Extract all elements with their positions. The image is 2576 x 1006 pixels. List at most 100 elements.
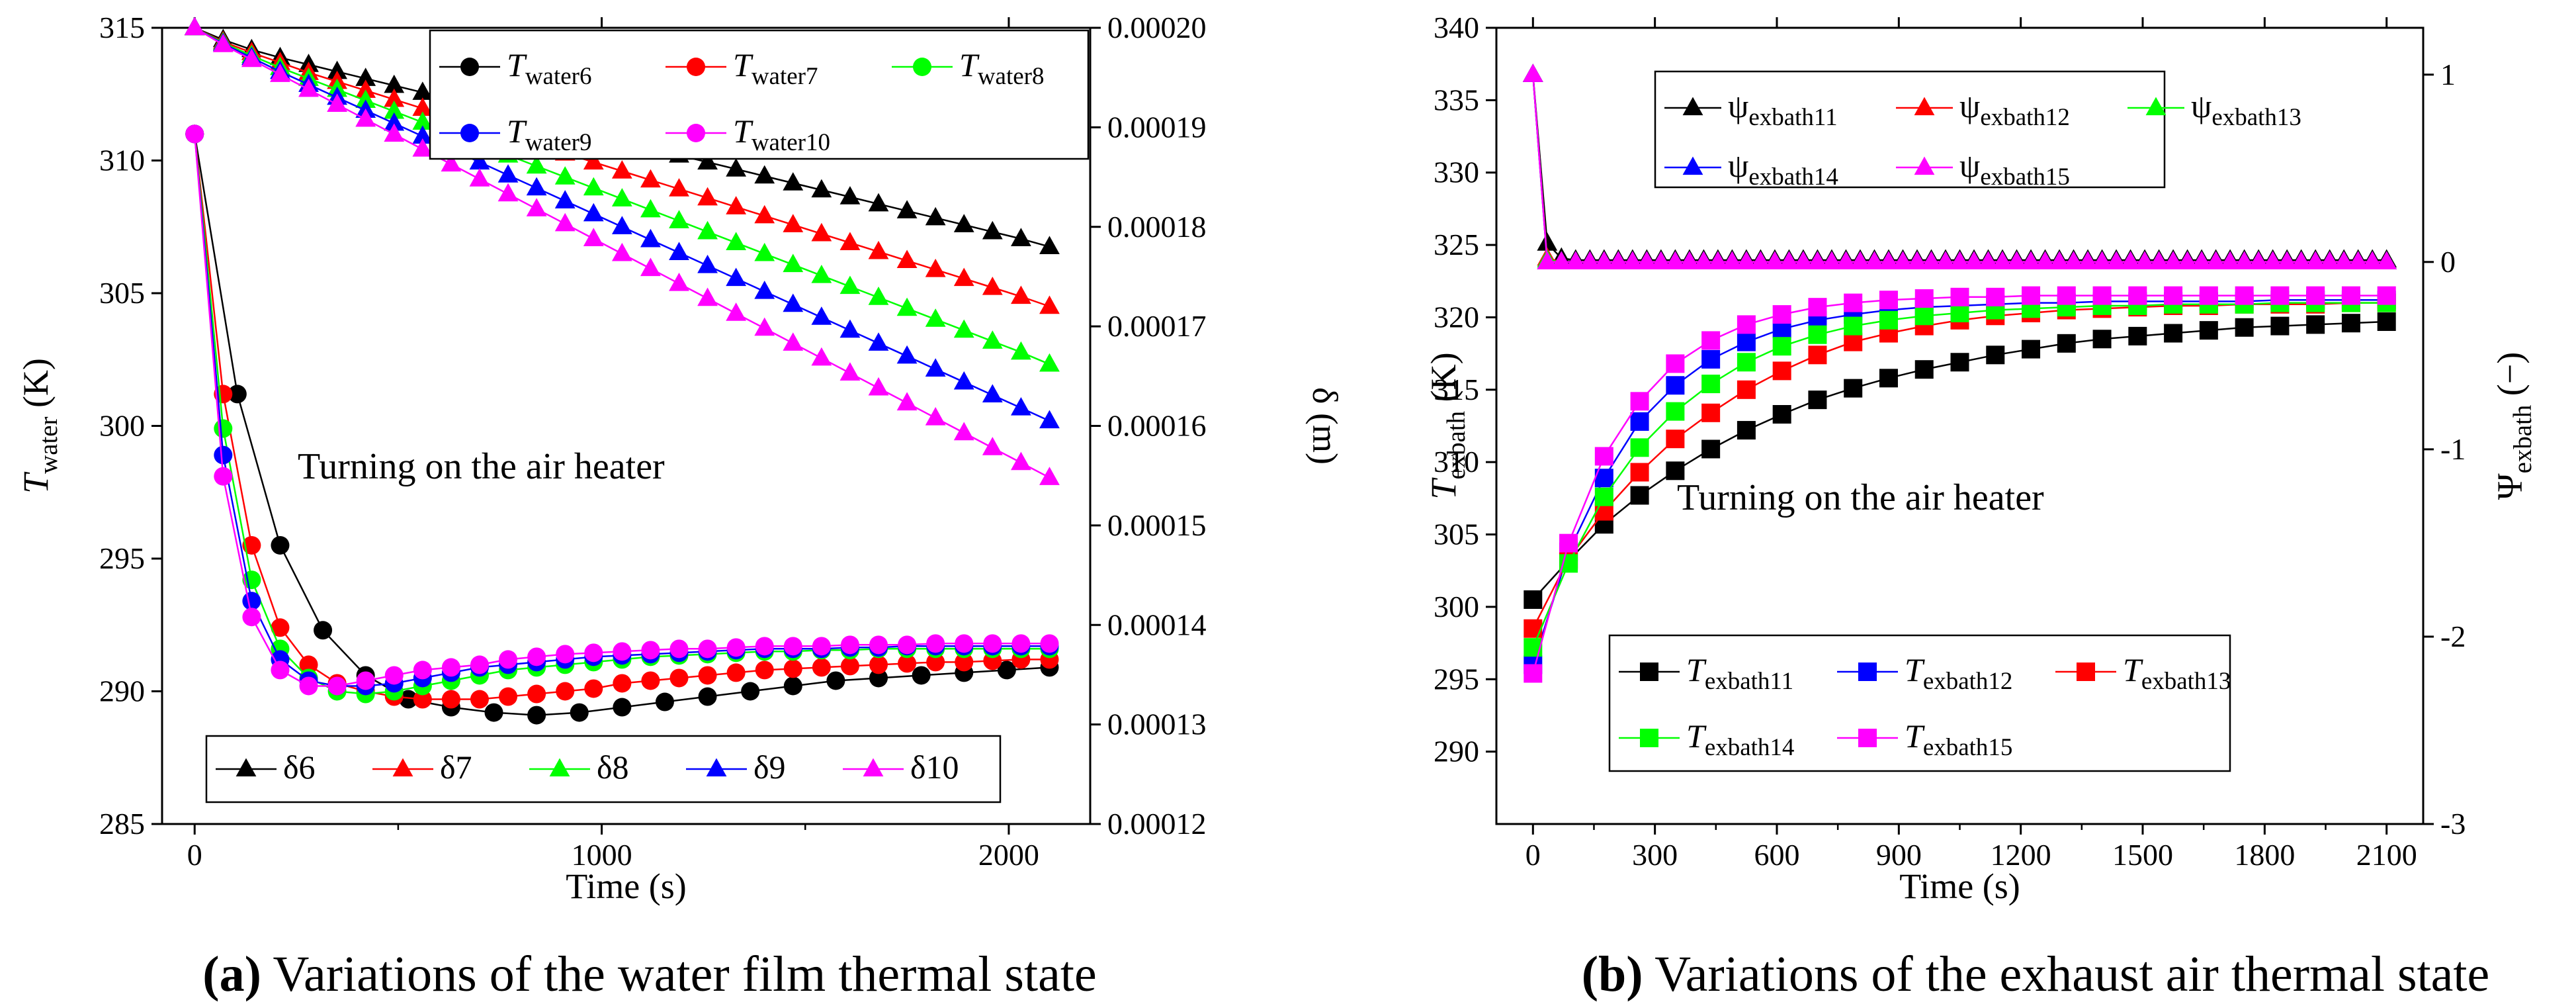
data-point-ψexbath15 (1978, 251, 1998, 269)
y-axis-label-sub: water (34, 416, 63, 473)
legend-box (1608, 634, 2231, 772)
data-point-δ10 (669, 272, 689, 291)
data-point-Texbath13 (1666, 430, 1685, 449)
data-point-δ8 (669, 210, 689, 228)
data-point-Twater10 (441, 658, 460, 677)
data-point-Texbath15 (2057, 286, 2076, 305)
y2-tick-label: -1 (2440, 432, 2466, 466)
legend-label-sub: exbath12 (1980, 104, 2070, 131)
data-point-δ9 (982, 384, 1003, 403)
data-point-ψexbath15 (1793, 251, 1814, 269)
data-point-δ10 (1010, 451, 1031, 471)
data-point-ψexbath15 (2319, 251, 2340, 269)
data-point-δ9 (669, 242, 689, 261)
data-point-ψexbath15 (2234, 251, 2255, 269)
data-point-Twater10 (955, 634, 974, 653)
data-point-ψexbath11 (1537, 232, 1558, 251)
data-point-Twater6 (314, 621, 333, 640)
legend-entry: Twater10 (665, 113, 830, 156)
legend-label-sub: exbath14 (1748, 163, 1838, 191)
data-point-δ8 (811, 264, 832, 283)
y-axis-label: Twater (K) (16, 358, 63, 494)
data-point-δ9 (583, 203, 604, 222)
legend-label: Texbath11 (1686, 651, 1793, 695)
data-point-δ10 (982, 437, 1003, 455)
legend-entry: δ10 (843, 749, 959, 786)
panel-a-water-film-chart: 0 1000 2000 285 290 295 300 305 310 315 0.00012 0.0… (16, 11, 1345, 1002)
legend-label: Twater7 (733, 46, 818, 90)
data-point-δ7 (839, 232, 861, 250)
y-axis-label-main: T (16, 471, 56, 494)
data-point-δ7 (355, 79, 376, 98)
data-point-Twater7 (669, 668, 689, 688)
data-point-δ10 (868, 377, 889, 396)
y2-tick-label: 0 (2440, 245, 2456, 279)
legend-label-sub: water7 (751, 63, 818, 90)
data-point-Texbath12 (1630, 412, 1649, 431)
legend-marker (1858, 663, 1877, 681)
data-point-δ10 (896, 392, 918, 411)
data-point-Texbath14 (1808, 325, 1827, 344)
data-point-Texbath11 (1844, 379, 1863, 398)
legend-label-sub: exbath13 (2211, 104, 2301, 131)
data-point-δ10 (298, 78, 319, 97)
data-point-Twater10 (812, 637, 831, 656)
y-tick-label: 305 (99, 276, 145, 310)
legend-marker (460, 124, 479, 142)
data-point-δ9 (469, 151, 490, 170)
data-point-Twater7 (613, 674, 632, 693)
y2-tick-label: 0.00014 (1107, 608, 1207, 641)
legend-label-sub: water8 (978, 63, 1045, 90)
legend-label-main: ψ (1728, 87, 1748, 124)
data-point-δ10 (811, 347, 832, 366)
data-point-Twater10 (840, 635, 859, 655)
data-point-Texbath15 (1879, 291, 1898, 310)
data-point-δ8 (583, 177, 604, 196)
data-point-Texbath13 (1737, 380, 1756, 399)
data-point-ψexbath15 (2191, 251, 2212, 269)
data-point-δ8 (384, 100, 405, 119)
y2-tick-label: 0.00013 (1107, 708, 1207, 741)
data-point-Twater10 (413, 661, 432, 680)
data-layer (1522, 64, 2397, 683)
legend-entry: Twater8 (892, 46, 1044, 90)
data-point-Twater7 (755, 661, 774, 680)
data-point-ψexbath15 (2177, 251, 2198, 269)
data-point-ψexbath15 (2163, 251, 2184, 269)
legend-label: Texbath14 (1686, 717, 1794, 761)
data-point-δ6 (839, 186, 861, 205)
data-point-Twater10 (556, 645, 575, 664)
legend-marker (392, 758, 413, 777)
legend-label-sub: water9 (525, 129, 592, 156)
data-point-Twater10 (1040, 634, 1059, 653)
data-point-Twater10 (356, 671, 375, 690)
y2-tick-label: 0.00015 (1107, 508, 1207, 542)
legend-entry: Twater9 (439, 113, 591, 156)
data-point-Texbath15 (1844, 293, 1863, 312)
data-point-Twater6 (912, 666, 931, 685)
legend-entry: δ9 (686, 749, 786, 786)
y2-tick-label: 0.00020 (1107, 11, 1207, 44)
data-point-δ6 (754, 165, 775, 184)
y-tick-label: 335 (1434, 83, 1479, 116)
data-point-δ9 (726, 267, 747, 287)
data-point-δ9 (868, 332, 889, 351)
data-point-δ7 (896, 250, 918, 269)
data-point-ψexbath15 (2035, 251, 2055, 269)
legend-marker (1914, 97, 1935, 116)
data-point-ψexbath15 (1836, 251, 1856, 269)
data-point-Twater10 (898, 635, 917, 655)
data-point-Twater7 (499, 687, 518, 706)
legend-label-main: T (507, 46, 527, 83)
data-point-Texbath14 (1950, 303, 1969, 322)
data-point-δ10 (554, 212, 576, 232)
x-tick-label: 2100 (2356, 838, 2417, 872)
data-point-Texbath15 (2306, 286, 2325, 305)
legend-entry: ψexbath14 (1664, 147, 1838, 191)
y2-axis-label: δ (m) (1305, 387, 1345, 465)
legend-label-sub: exbath14 (1705, 734, 1795, 761)
legend-label: ψexbath12 (1959, 87, 2070, 131)
y2-tick-label: 1 (2440, 58, 2456, 91)
data-point-Twater10 (384, 666, 404, 685)
data-point-δ6 (925, 206, 946, 226)
